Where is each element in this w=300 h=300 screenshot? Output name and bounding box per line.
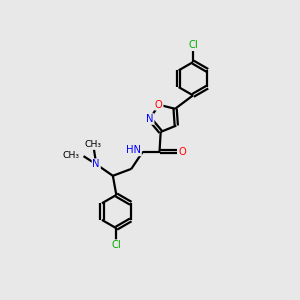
Text: HN: HN xyxy=(126,146,141,155)
Text: Cl: Cl xyxy=(188,40,198,50)
Text: O: O xyxy=(155,100,163,110)
Text: Cl: Cl xyxy=(112,240,121,250)
Text: O: O xyxy=(178,146,186,157)
Text: CH₃: CH₃ xyxy=(84,140,101,149)
Text: N: N xyxy=(146,114,154,124)
Text: CH₃: CH₃ xyxy=(62,151,80,160)
Text: N: N xyxy=(92,159,100,169)
